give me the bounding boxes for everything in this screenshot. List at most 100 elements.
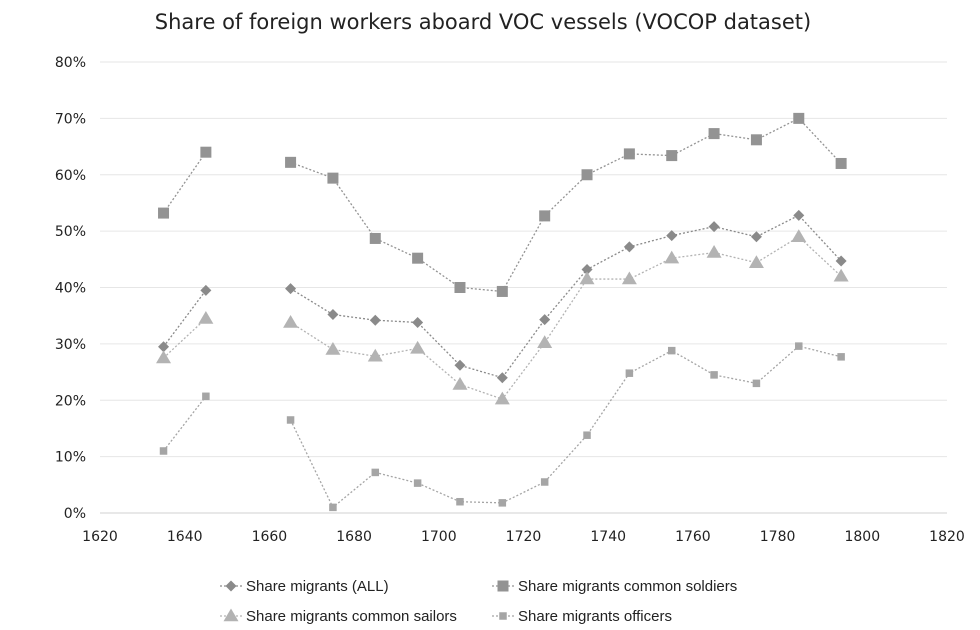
data-point: [837, 353, 845, 361]
legend-item: Share migrants officers: [492, 608, 672, 625]
data-point: [793, 209, 805, 221]
data-point: [367, 348, 383, 362]
data-point: [285, 156, 297, 168]
y-axis-ticks: 0% 10% 20% 30% 40% 50% 60% 70% 80%: [55, 55, 86, 522]
data-point: [369, 314, 381, 326]
legend-label: Share migrants (ALL): [246, 578, 389, 595]
x-tick-label: 1760: [675, 529, 711, 545]
y-tick-label: 50%: [55, 224, 86, 240]
data-point: [413, 479, 422, 487]
data-point: [791, 229, 807, 243]
x-tick-label: 1820: [929, 529, 965, 545]
data-point: [625, 369, 634, 377]
series-share-migrants-common-soldiers: [158, 112, 847, 297]
data-point: [159, 447, 168, 455]
data-point: [412, 252, 424, 264]
x-tick-label: 1640: [167, 529, 203, 545]
data-point: [200, 146, 212, 158]
y-tick-label: 60%: [55, 168, 86, 184]
data-point: [795, 342, 803, 350]
data-point: [371, 468, 380, 477]
series-share-migrants-officers: [159, 342, 845, 512]
series-line: [162, 151, 207, 214]
legend-marker: [225, 580, 237, 592]
data-point: [623, 241, 635, 253]
x-tick-label: 1740: [590, 529, 626, 545]
data-point: [581, 169, 593, 181]
x-tick-label: 1700: [421, 529, 457, 545]
series-share-migrants-all: [158, 209, 847, 384]
legend-item: Share migrants common soldiers: [492, 578, 737, 595]
x-tick-label: 1620: [82, 529, 118, 545]
x-tick-label: 1660: [252, 529, 288, 545]
data-point: [835, 255, 847, 267]
data-point: [494, 391, 510, 405]
data-point: [286, 416, 295, 424]
data-point: [623, 148, 635, 160]
y-tick-label: 10%: [55, 450, 86, 466]
data-point: [667, 346, 676, 355]
data-point: [412, 316, 424, 328]
y-tick-label: 20%: [55, 393, 86, 409]
data-point: [621, 271, 637, 285]
x-axis-ticks: 1620 1640 1660 1680 1700 1720 1740 1760 1780 1800…: [82, 529, 965, 545]
data-point: [325, 342, 341, 355]
data-point: [539, 210, 551, 222]
series-line: [290, 235, 842, 400]
data-point: [454, 359, 466, 371]
data-point: [283, 314, 299, 328]
data-point: [285, 283, 297, 295]
data-point: [456, 497, 464, 506]
legend-marker: [223, 608, 239, 622]
x-tick-label: 1720: [506, 529, 542, 545]
data-point: [200, 284, 212, 296]
legend-item: Share migrants (ALL): [220, 578, 389, 595]
legend: Share migrants (ALL) Share migrants commo…: [220, 578, 737, 625]
series-line: [163, 318, 207, 359]
data-point: [202, 392, 210, 401]
data-point: [793, 112, 805, 124]
data-point: [539, 314, 551, 326]
legend-label: Share migrants common sailors: [246, 608, 457, 625]
data-point: [708, 128, 720, 140]
y-tick-label: 0%: [64, 506, 86, 522]
series-share-migrants-common-sailors: [156, 229, 849, 405]
data-point: [579, 271, 595, 285]
data-point: [664, 250, 680, 264]
data-point: [369, 232, 381, 244]
gridlines: [100, 61, 947, 458]
data-point: [158, 341, 170, 353]
data-point: [835, 157, 847, 169]
data-point: [156, 350, 172, 364]
data-point: [410, 340, 426, 354]
data-point: [158, 207, 170, 219]
legend-marker: [497, 580, 509, 592]
series-line: [163, 395, 207, 452]
series-line: [290, 214, 842, 379]
legend-item: Share migrants common sailors: [220, 608, 457, 625]
data-point: [750, 134, 762, 146]
data-point: [540, 478, 549, 486]
data-point: [327, 309, 339, 321]
data-point: [710, 371, 718, 379]
series-group: [156, 112, 849, 512]
y-tick-label: 80%: [55, 55, 86, 71]
series-line: [289, 345, 842, 509]
data-point: [537, 335, 553, 348]
data-point: [750, 231, 762, 243]
data-point: [454, 282, 466, 293]
data-point: [748, 255, 764, 268]
legend-label: Share migrants common soldiers: [518, 578, 737, 595]
y-tick-label: 70%: [55, 111, 86, 127]
data-point: [452, 376, 468, 390]
data-point: [666, 150, 678, 162]
data-point: [708, 221, 720, 233]
x-tick-label: 1680: [336, 529, 372, 545]
data-point: [581, 263, 593, 275]
y-tick-label: 30%: [55, 337, 86, 353]
data-point: [327, 172, 339, 184]
chart-title: Share of foreign workers aboard VOC vess…: [155, 10, 811, 34]
legend-marker: [499, 612, 507, 620]
x-tick-label: 1780: [760, 529, 796, 545]
